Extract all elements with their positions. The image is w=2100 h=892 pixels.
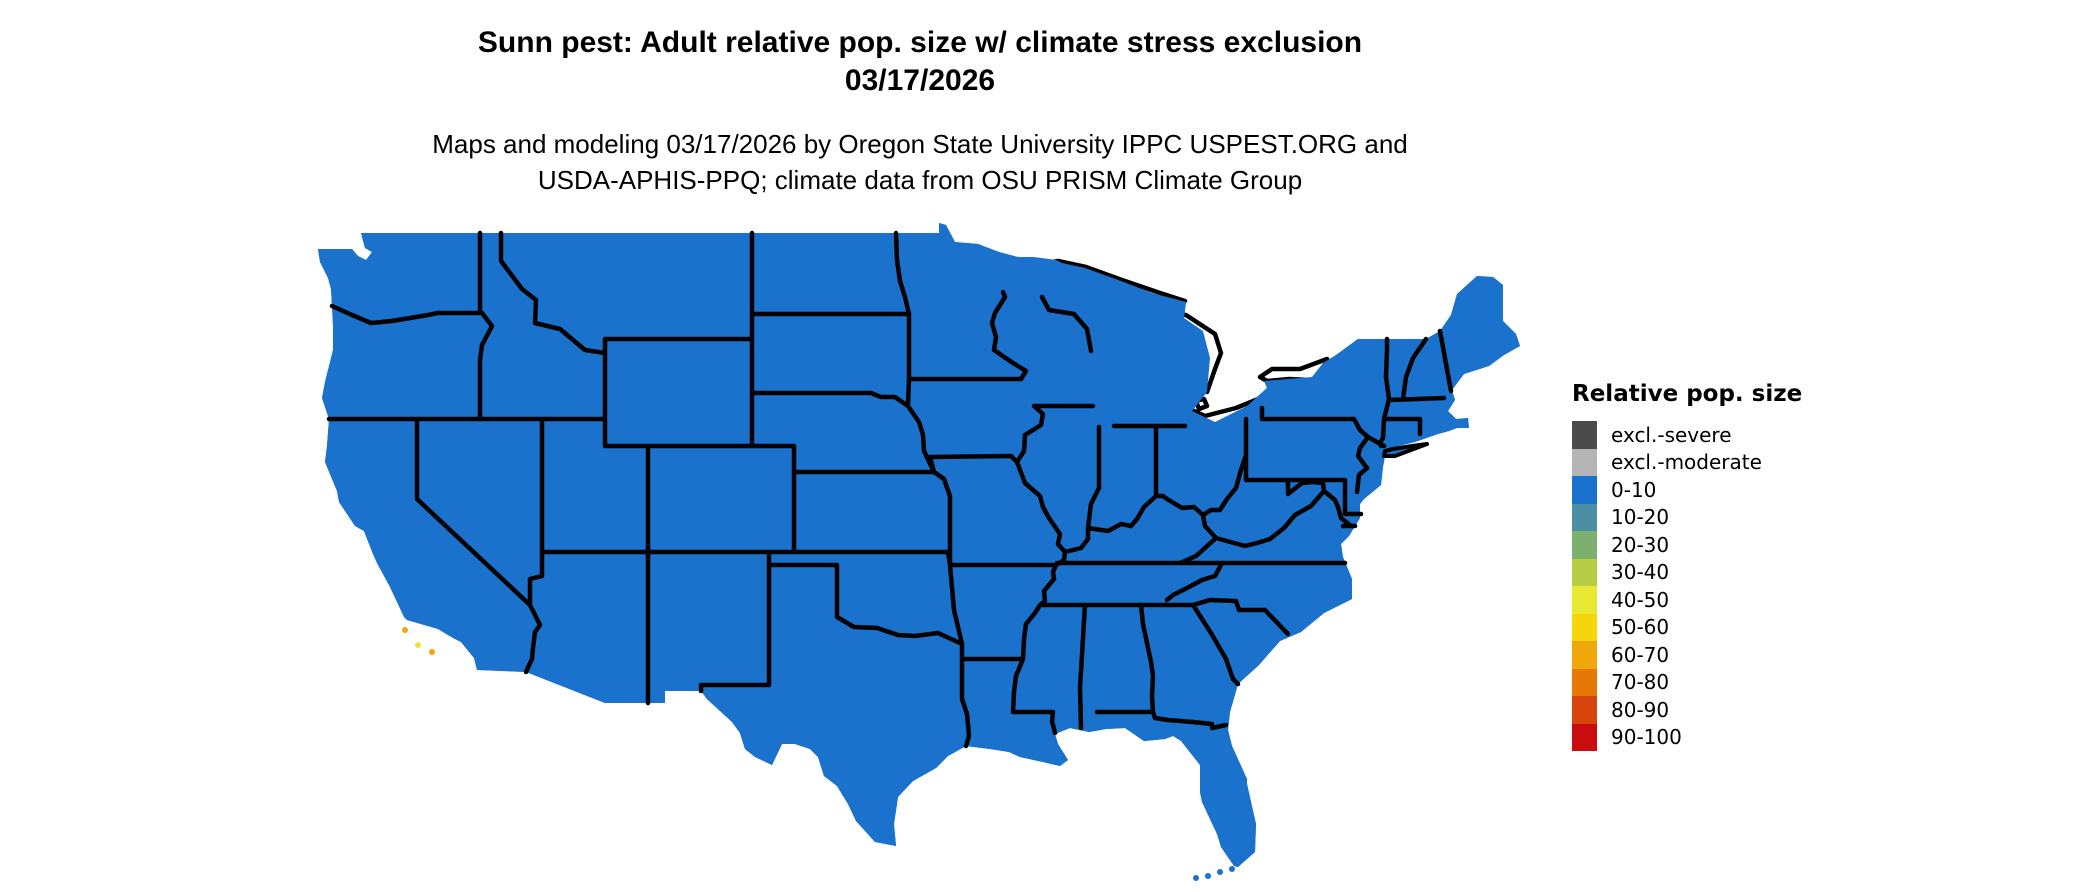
legend-label: 50-60: [1611, 615, 1670, 640]
legend-label: 30-40: [1611, 560, 1670, 585]
legend-label: 70-80: [1611, 670, 1670, 695]
legend-item: 20-30: [1572, 531, 1802, 559]
legend-item: 70-80: [1572, 668, 1802, 696]
long-island: [1382, 442, 1429, 458]
legend-item: excl.-severe: [1572, 421, 1802, 449]
legend-label: 40-50: [1611, 587, 1670, 612]
legend-swatch: [1572, 641, 1597, 669]
legend-item: 80-90: [1572, 696, 1802, 724]
legend-swatch: [1572, 586, 1597, 614]
legend-swatch: [1572, 531, 1597, 559]
legend-item: 10-20: [1572, 503, 1802, 531]
legend-item: 30-40: [1572, 558, 1802, 586]
legend-label: 80-90: [1611, 697, 1670, 722]
conus-outline: [318, 223, 1520, 867]
band-80-90-florida-speck: [1140, 744, 1162, 760]
map-subtitle-line1: Maps and modeling 03/17/2026 by Oregon S…: [432, 129, 1408, 159]
legend-label: excl.-moderate: [1611, 450, 1762, 475]
legend-swatch: [1572, 476, 1597, 504]
legend-swatch: [1572, 558, 1597, 586]
map-subtitle-line2: USDA-APHIS-PPQ; climate data from OSU PR…: [537, 165, 1303, 195]
legend-swatch: [1572, 668, 1597, 696]
legend-item: 40-50: [1572, 586, 1802, 614]
legend-items: excl.-severe excl.-moderate 0-10 10-20 2…: [1572, 421, 1802, 751]
map-title: Sunn pest: Adult relative pop. size w/ c…: [0, 24, 1840, 100]
legend-title: Relative pop. size: [1572, 381, 1803, 407]
legend-label: 60-70: [1611, 642, 1670, 667]
legend: Relative pop. size excl.-severe excl.-mo…: [1572, 381, 1802, 751]
legend-label: 20-30: [1611, 532, 1670, 557]
legend-swatch: [1572, 421, 1597, 449]
legend-item: 90-100: [1572, 723, 1802, 751]
channel-islands: [402, 627, 435, 655]
legend-swatch: [1572, 503, 1597, 531]
legend-label: 10-20: [1611, 505, 1670, 530]
legend-item: 60-70: [1572, 641, 1802, 669]
legend-label: 90-100: [1611, 725, 1682, 750]
legend-item: excl.-moderate: [1572, 448, 1802, 476]
title-block: Sunn pest: Adult relative pop. size w/ c…: [0, 24, 1840, 198]
legend-item: 0-10: [1572, 476, 1802, 504]
state-borders: [326, 230, 1454, 749]
legend-swatch: [1572, 696, 1597, 724]
legend-item: 50-60: [1572, 613, 1802, 641]
map-title-line1: Sunn pest: Adult relative pop. size w/ c…: [477, 26, 1363, 59]
legend-swatch: [1572, 613, 1597, 641]
legend-label: excl.-severe: [1611, 422, 1732, 447]
map-title-line2: 03/17/2026: [844, 64, 996, 97]
legend-swatch: [1572, 448, 1597, 476]
legend-swatch: [1572, 723, 1597, 751]
map-subtitle: Maps and modeling 03/17/2026 by Oregon S…: [0, 126, 1840, 198]
florida-keys: [1193, 866, 1235, 881]
legend-label: 0-10: [1611, 477, 1657, 502]
